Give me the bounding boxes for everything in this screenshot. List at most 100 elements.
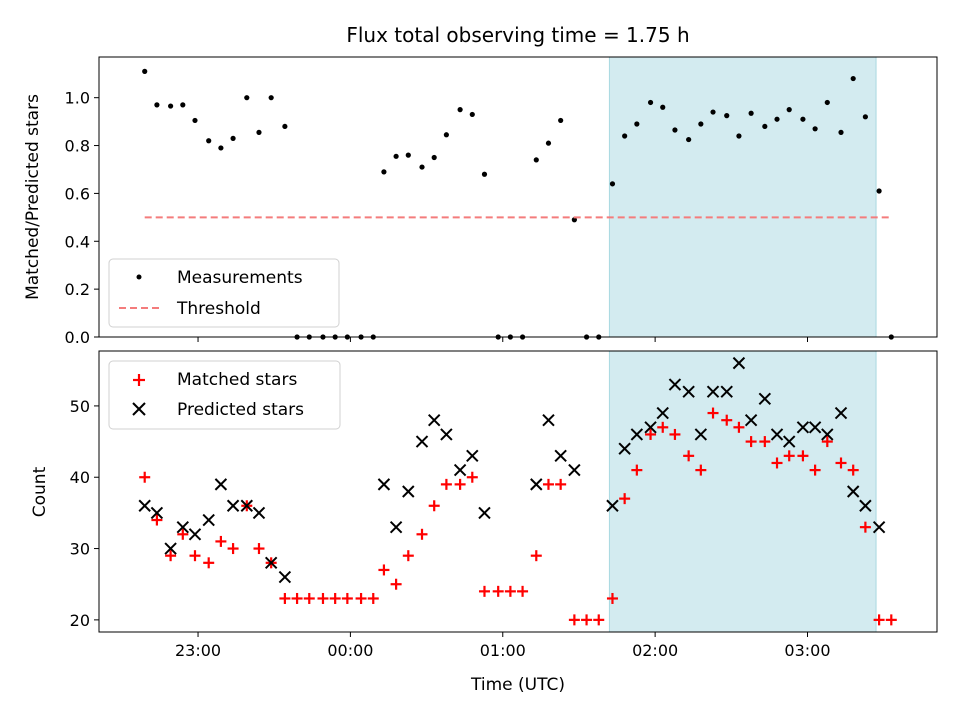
predicted-point-b (466, 449, 479, 463)
predicted-point (530, 478, 543, 491)
matched-point (402, 550, 414, 562)
top-y-axis: 0.0 0.2 0.4 0.6 0.8 1.0 (65, 89, 99, 347)
matched-point (555, 478, 567, 490)
predicted-point (732, 356, 746, 370)
predicted-point (252, 506, 266, 520)
measurement-point (672, 127, 678, 133)
matched-point (517, 585, 529, 597)
measurement-point (481, 171, 488, 177)
matched-point (291, 592, 303, 604)
predicted-point (821, 428, 834, 441)
predicted-point-b (859, 499, 872, 512)
predicted-point-b (606, 499, 619, 512)
matched-point (783, 450, 795, 462)
matched-point (367, 592, 379, 604)
predicted-point-b (453, 463, 467, 477)
predicted-point (783, 435, 796, 448)
matched-point (707, 407, 719, 419)
bottom-plot-background (608, 350, 877, 633)
x-tick-label: 00:00 (327, 641, 373, 660)
bottom-y-tick-label: 50 (70, 397, 90, 416)
predicted-point-b (770, 428, 784, 441)
chart-title: Flux total observing time = 1.75 h (346, 23, 689, 47)
predicted-point (872, 520, 886, 534)
predicted-point-b (278, 570, 292, 584)
bottom-y-tick-label: 20 (70, 611, 90, 630)
top-legend-box (108, 258, 340, 328)
matched-point (378, 564, 390, 576)
measurement-point (457, 107, 463, 113)
measurement-point (812, 126, 818, 132)
top-plot-frame (98, 56, 938, 338)
matched-point (303, 592, 315, 604)
matched-point (165, 550, 177, 562)
x-tick-label: 23:00 (175, 641, 221, 660)
legend-measurements-label: Measurements (177, 268, 303, 288)
top-plot-marks (142, 68, 894, 340)
measurement-point (431, 154, 437, 161)
matched-point (847, 464, 859, 476)
top-y-tick-label: 0.8 (65, 137, 90, 156)
predicted-point (682, 385, 695, 398)
matched-point (454, 478, 466, 490)
matched-point (885, 614, 897, 626)
predicted-point (644, 421, 657, 434)
predicted-point-b (706, 385, 720, 398)
predicted-point (278, 570, 292, 584)
matched-point (428, 500, 440, 512)
predicted-point (656, 406, 669, 420)
measurement-point (393, 153, 399, 159)
predicted-point (453, 463, 467, 477)
measurement-point (710, 109, 716, 115)
measurement-point (419, 164, 425, 170)
matched-point (542, 478, 554, 490)
predicted-point (796, 421, 810, 434)
legend-predicted-marker (132, 402, 146, 416)
predicted-point (427, 413, 441, 427)
predicted-point-b (188, 528, 202, 541)
predicted-point (618, 442, 631, 455)
measurement-point (469, 111, 475, 118)
predicted-point-b (427, 413, 441, 427)
matched-point (771, 457, 783, 469)
matched-point (797, 450, 809, 462)
measurement-point (800, 116, 806, 122)
matched-point (416, 528, 428, 540)
predicted-point (264, 556, 278, 570)
matched-point (859, 521, 871, 533)
matched-point (619, 493, 631, 505)
measurement-point (206, 138, 212, 144)
matched-point (593, 614, 605, 626)
matched-point (466, 471, 478, 483)
matched-point (478, 585, 490, 597)
predicted-point (478, 506, 491, 520)
legend-matched-marker (133, 374, 145, 386)
predicted-point (466, 449, 479, 463)
measurement-point (533, 157, 539, 163)
predicted-point (758, 392, 772, 405)
predicted-point-b (240, 499, 253, 512)
predicted-point-b (389, 520, 403, 534)
predicted-point (240, 499, 253, 512)
predicted-point-b (150, 506, 164, 520)
measurement-point (850, 75, 856, 82)
matched-point (151, 514, 163, 526)
top-y-tick-label: 0.6 (65, 184, 90, 203)
bottom-y-tick-label: 30 (70, 540, 90, 559)
predicted-point (606, 499, 619, 512)
predicted-point-b (415, 435, 429, 448)
measurement-point (824, 99, 830, 106)
measurement-point (218, 145, 224, 151)
measurement-point (558, 117, 564, 124)
top-y-tick-label: 0.2 (65, 280, 90, 299)
measurement-point (609, 181, 616, 187)
matched-point (657, 421, 669, 433)
predicted-point (706, 385, 720, 398)
matched-point (139, 471, 151, 483)
predicted-point-b (440, 428, 453, 441)
measurement-point (545, 140, 552, 146)
measurement-point (282, 123, 288, 130)
measurement-point (762, 123, 768, 130)
measurement-point (647, 99, 654, 106)
matched-point (203, 557, 215, 569)
